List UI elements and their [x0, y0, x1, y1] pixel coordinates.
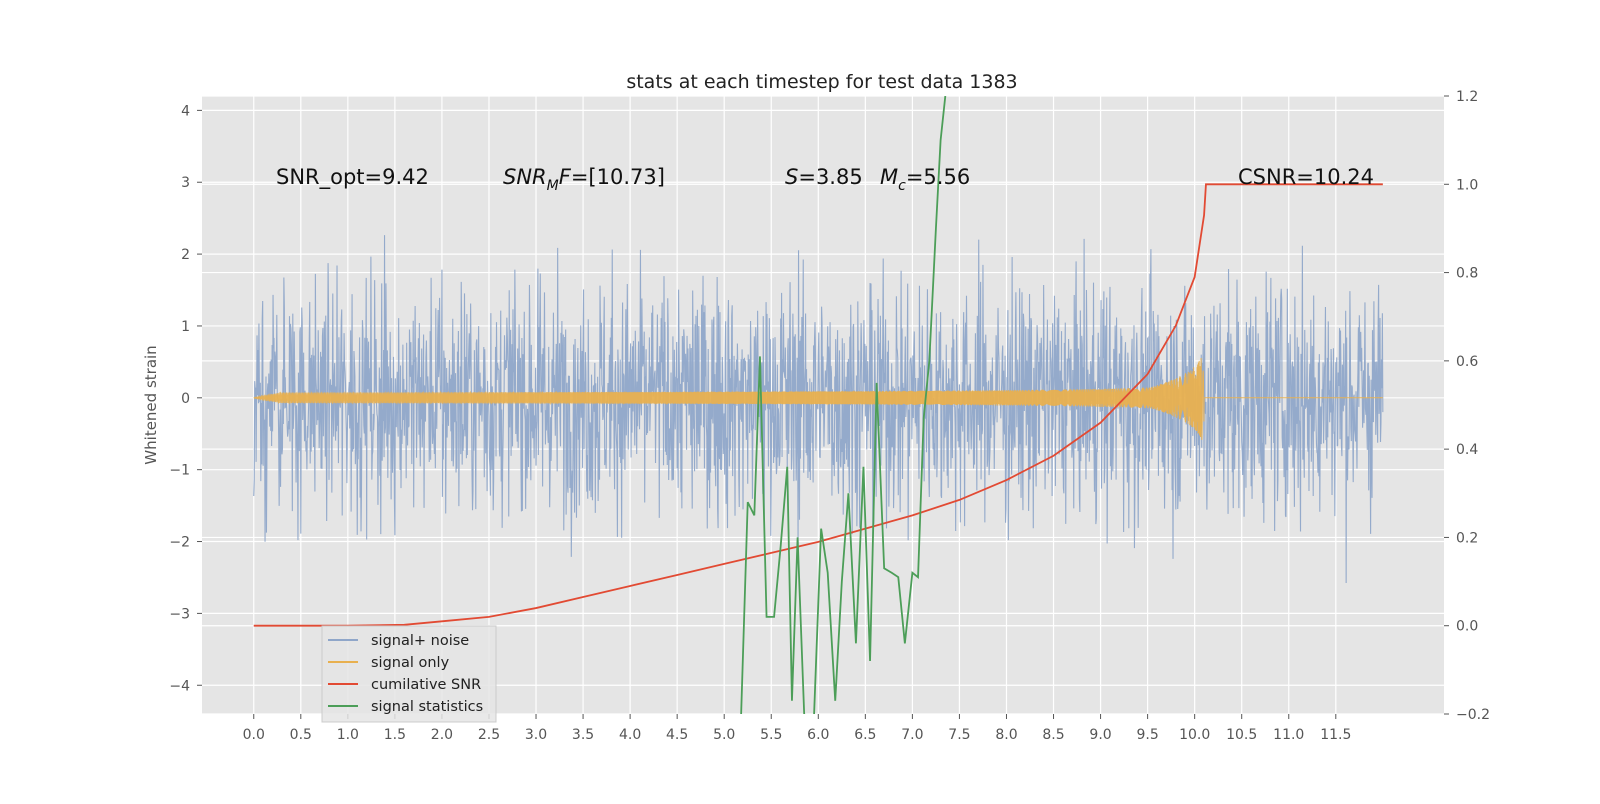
- y-tick-label-0: 4: [181, 103, 190, 119]
- annotation-csnr: CSNR=10.24: [1238, 165, 1374, 189]
- annotation-snr-mf-f: F: [559, 165, 572, 189]
- annotation-snr-mf-main: SNR: [503, 165, 547, 189]
- x-tick-label-18: 9.0: [1089, 727, 1111, 743]
- x-tick-label-19: 9.5: [1136, 727, 1158, 743]
- x-tick-label-21: 10.5: [1226, 727, 1257, 743]
- annotation-mc-sub: c: [898, 178, 906, 194]
- x-tick-label-15: 7.5: [948, 727, 970, 743]
- x-tick-label-7: 3.5: [572, 727, 594, 743]
- series-signal-noise: [253, 235, 1384, 583]
- y-tick-label-3: 1: [181, 319, 190, 335]
- series-signal-only: [253, 357, 1383, 440]
- legend-label-cumulative-snr: cumilative SNR: [371, 677, 481, 693]
- legend: signal+ noise signal only cumilative SNR…: [321, 625, 497, 723]
- annotation-mc: Mc=5.56: [880, 165, 970, 194]
- x-tick-label-6: 3.0: [525, 727, 547, 743]
- series-line-signal-noise: [253, 235, 1384, 583]
- x-tick-label-12: 6.0: [807, 727, 829, 743]
- annotation-snr-mf: SNRMF=[10.73]: [503, 165, 665, 194]
- x-tick-label-10: 5.0: [713, 727, 735, 743]
- y2-tick-label-2: 0.8: [1456, 266, 1478, 282]
- y-tick-label-5: −1: [169, 463, 190, 479]
- legend-label-signal-only: signal only: [371, 655, 450, 671]
- series-line-cumulative-snr: [253, 183, 1383, 627]
- annotation-s: S=3.85: [785, 165, 863, 189]
- x-tick-label-17: 8.5: [1042, 727, 1064, 743]
- annotation-snr-mf-sub: M: [547, 178, 559, 194]
- y-tick-label-2: 2: [181, 247, 190, 263]
- x-tick-label-23: 11.5: [1320, 727, 1351, 743]
- annotation-s-value: =3.85: [798, 165, 862, 189]
- x-tick-label-16: 8.0: [995, 727, 1017, 743]
- x-tick-label-5: 2.5: [478, 727, 500, 743]
- x-tick-label-2: 1.0: [337, 727, 359, 743]
- series-signal-statistics: [740, 96, 947, 714]
- axes: 0.0 0.5 1.0 1.5 2.0 2.5 3.0 3.5 4.0 4.5 5.0 5.5 6.0 6…: [169, 89, 1490, 743]
- y-axis-label: Whitened strain: [142, 345, 160, 464]
- x-tick-label-11: 5.5: [760, 727, 782, 743]
- series-line-signal-only: [253, 357, 1383, 440]
- y2-tick-label-3: 0.6: [1456, 354, 1478, 370]
- x-tick-label-14: 7.0: [901, 727, 923, 743]
- annotation-snr-mf-value: =[10.73]: [571, 165, 665, 189]
- x-tick-label-13: 6.5: [854, 727, 876, 743]
- y-tick-label-1: 3: [181, 175, 190, 191]
- x-tick-label-8: 4.0: [619, 727, 641, 743]
- x-tick-label-3: 1.5: [384, 727, 406, 743]
- legend-label-signal-noise: signal+ noise: [371, 633, 469, 649]
- series-cumulative-snr: [253, 183, 1383, 627]
- y-tick-label-7: −3: [169, 606, 190, 622]
- x-tick-label-20: 10.0: [1179, 727, 1210, 743]
- annotation-mc-value: =5.56: [906, 165, 970, 189]
- y-tick-label-6: −2: [169, 535, 190, 551]
- annotation-s-label: S: [785, 165, 798, 189]
- y2-tick-label-4: 0.4: [1456, 442, 1478, 458]
- series-line-signal-statistics: [740, 96, 947, 714]
- x-tick-label-4: 2.0: [431, 727, 453, 743]
- y-tick-label-8: −4: [169, 678, 190, 694]
- x-tick-label-0: 0.0: [243, 727, 265, 743]
- y2-tick-label-0: 1.2: [1456, 89, 1478, 105]
- annotation-mc-label: M: [880, 165, 898, 189]
- legend-label-signal-statistics: signal statistics: [371, 699, 483, 715]
- y2-tick-label-5: 0.2: [1456, 530, 1478, 546]
- x-tick-label-9: 4.5: [666, 727, 688, 743]
- y2-tick-label-6: 0.0: [1456, 619, 1478, 635]
- y2-tick-label-1: 1.0: [1456, 177, 1478, 193]
- annotation-snr-opt: SNR_opt=9.42: [276, 165, 429, 190]
- x-tick-label-22: 11.0: [1273, 727, 1304, 743]
- x-tick-label-1: 0.5: [290, 727, 312, 743]
- y-tick-label-4: 0: [181, 391, 190, 407]
- chart-title: stats at each timestep for test data 138…: [626, 71, 1017, 93]
- y2-tick-label-7: −0.2: [1456, 707, 1490, 723]
